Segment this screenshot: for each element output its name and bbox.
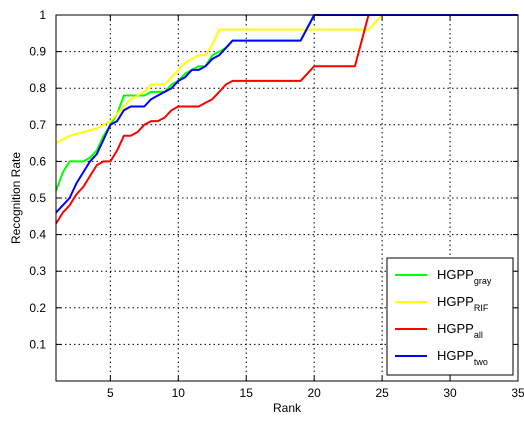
- x-tick-label: 35: [511, 386, 524, 400]
- legend-label-name: HGPP: [437, 294, 474, 309]
- legend-entry-all: HGPPall: [395, 321, 483, 340]
- series-lines: [55, 14, 518, 225]
- x-tick-label: 15: [240, 386, 254, 400]
- x-axis-label: Rank: [273, 401, 302, 415]
- legend-label-subscript: RIF: [474, 303, 489, 313]
- axis-ticks: [56, 14, 519, 381]
- y-tick-label: 0.1: [29, 337, 46, 351]
- x-tick-label: 30: [443, 386, 457, 400]
- grid-lines: [56, 15, 518, 381]
- legend-label: HGPPgray: [437, 267, 492, 286]
- y-tick-label: 0.7: [29, 118, 46, 132]
- legend-label: HGPPtwo: [437, 348, 488, 367]
- y-tick-label: 0.5: [29, 191, 46, 205]
- series-line-gray: [55, 14, 518, 192]
- series-line-rif: [55, 14, 518, 144]
- x-tick-label: 20: [307, 386, 321, 400]
- series-line-all: [55, 14, 518, 225]
- x-tick-label: 25: [375, 386, 389, 400]
- legend-label: HGPPall: [437, 321, 483, 340]
- y-axis-label: Recognition Rate: [9, 152, 23, 244]
- legend-label: HGPPRIF: [437, 294, 489, 313]
- y-tick-label: 0.3: [29, 264, 46, 278]
- legend-label-name: HGPP: [437, 321, 474, 336]
- y-tick-label: 0.2: [29, 301, 46, 315]
- legend-label-subscript: all: [474, 330, 483, 340]
- legend-entry-rif: HGPPRIF: [395, 294, 489, 313]
- legend-label-name: HGPP: [437, 267, 474, 282]
- legend-label-subscript: two: [474, 357, 488, 367]
- x-tick-label: 5: [107, 386, 114, 400]
- y-tick-label: 0.4: [29, 228, 46, 242]
- y-tick-label: 0.6: [29, 154, 46, 168]
- series-line-two: [55, 14, 518, 214]
- y-tick-label: 0.8: [29, 81, 46, 95]
- y-tick-label: 0.9: [29, 45, 46, 59]
- x-tick-label: 10: [172, 386, 186, 400]
- tick-labels: 5 10 15 20 25 30 35 0.1 0.2 0.3 0.4 0.5 0.6 0.7 0.8 0.9…: [29, 8, 524, 400]
- legend-label-name: HGPP: [437, 348, 474, 363]
- legend-entry-two: HGPPtwo: [395, 348, 488, 367]
- y-tick-label: 1: [39, 8, 46, 22]
- legend-label-subscript: gray: [474, 276, 492, 286]
- legend-entry-gray: HGPPgray: [395, 267, 492, 286]
